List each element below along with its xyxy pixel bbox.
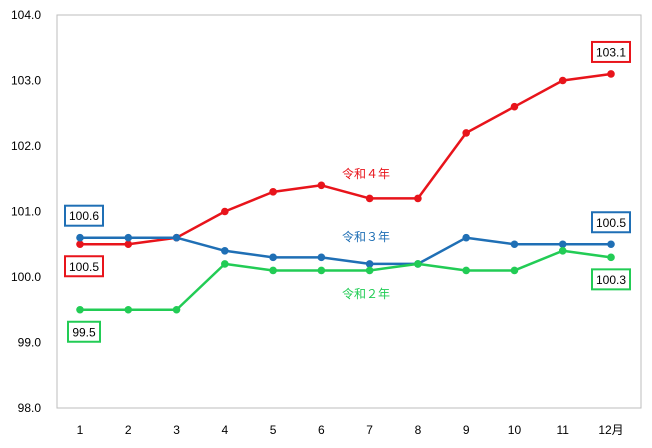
x-tick-label: 7	[366, 423, 373, 437]
callout-box	[591, 268, 631, 291]
x-tick-label: 6	[318, 423, 325, 437]
value-callout: 99.5	[67, 320, 101, 343]
y-tick-label: 104.0	[11, 8, 41, 22]
data-point	[124, 240, 133, 249]
data-point	[462, 233, 470, 242]
data-point	[269, 266, 277, 275]
series-line	[80, 249, 612, 311]
y-tick-label: 98.0	[18, 401, 42, 415]
data-point	[365, 194, 374, 203]
data-point	[414, 194, 422, 203]
data-point	[607, 240, 615, 249]
callout-value: 100.3	[596, 273, 626, 287]
x-axis: 1 2 3 4 5 6 7 8 9 10 11 12月	[77, 423, 624, 437]
data-point	[76, 240, 84, 249]
data-point	[317, 253, 326, 262]
x-tick-label: 10	[508, 423, 522, 437]
data-point	[76, 233, 84, 242]
x-tick-label: 9	[463, 423, 470, 437]
data-point	[558, 76, 567, 85]
data-point	[462, 266, 470, 275]
data-point	[558, 240, 567, 249]
data-point	[221, 207, 229, 216]
x-tick-label: 8	[415, 423, 422, 437]
callout-value: 100.5	[69, 260, 99, 274]
series-2	[76, 233, 615, 268]
series-3	[76, 247, 615, 314]
series-name-label: 令和４年	[342, 166, 390, 181]
data-point	[269, 253, 277, 262]
data-point	[172, 305, 181, 314]
data-point	[558, 247, 567, 255]
data-point	[76, 305, 84, 314]
data-point	[607, 70, 615, 78]
callout-value: 100.5	[596, 216, 626, 230]
x-tick-label: 5	[270, 423, 277, 437]
y-tick-label: 100.0	[11, 270, 41, 284]
plot-border	[56, 14, 642, 409]
y-tick-label: 99.0	[18, 336, 42, 350]
data-callouts: 100.6 100.5 99.5 103.1 100.5 100.3	[64, 40, 631, 343]
data-point	[124, 305, 133, 314]
series-name-label: 令和２年	[342, 286, 390, 301]
plot-area	[56, 14, 642, 409]
callout-value: 103.1	[596, 45, 626, 59]
data-point	[317, 181, 326, 190]
data-point	[365, 266, 374, 275]
callout-value: 100.6	[69, 209, 99, 223]
y-axis: 98.0 99.0 100.0 101.0 102.0 103.0 104.0	[11, 8, 41, 415]
data-point	[510, 266, 519, 275]
data-point	[510, 240, 519, 249]
value-callout: 100.6	[64, 204, 104, 227]
value-callout: 100.3	[591, 268, 631, 291]
y-tick-label: 103.0	[11, 74, 41, 88]
data-point	[124, 233, 133, 242]
data-point	[172, 233, 181, 242]
data-point	[462, 129, 470, 137]
data-point	[269, 188, 277, 196]
series-line	[80, 236, 611, 266]
x-tick-label: 4	[221, 423, 228, 437]
x-tick-label: 12月	[598, 423, 623, 437]
series-name-label: 令和３年	[342, 229, 390, 244]
data-point	[317, 266, 326, 275]
y-tick-label: 102.0	[11, 139, 41, 153]
value-callout: 100.5	[591, 211, 631, 234]
callout-box	[591, 40, 631, 63]
data-point	[221, 260, 229, 268]
callout-box	[67, 320, 101, 343]
x-tick-label: 11	[556, 423, 569, 437]
x-tick-label: 3	[173, 423, 180, 437]
series-layer	[76, 70, 615, 314]
callout-box	[591, 211, 631, 234]
data-point	[221, 247, 229, 255]
callout-box	[64, 204, 104, 227]
data-point	[414, 260, 422, 268]
data-point	[365, 260, 374, 268]
y-tick-label: 101.0	[11, 205, 41, 219]
x-tick-label: 1	[77, 423, 84, 437]
value-callout: 100.5	[64, 255, 104, 278]
data-point	[510, 102, 519, 111]
callout-box	[64, 255, 104, 278]
data-point	[607, 253, 615, 262]
x-tick-label: 2	[125, 423, 132, 437]
value-callout: 103.1	[591, 40, 631, 63]
callout-value: 99.5	[72, 325, 96, 339]
